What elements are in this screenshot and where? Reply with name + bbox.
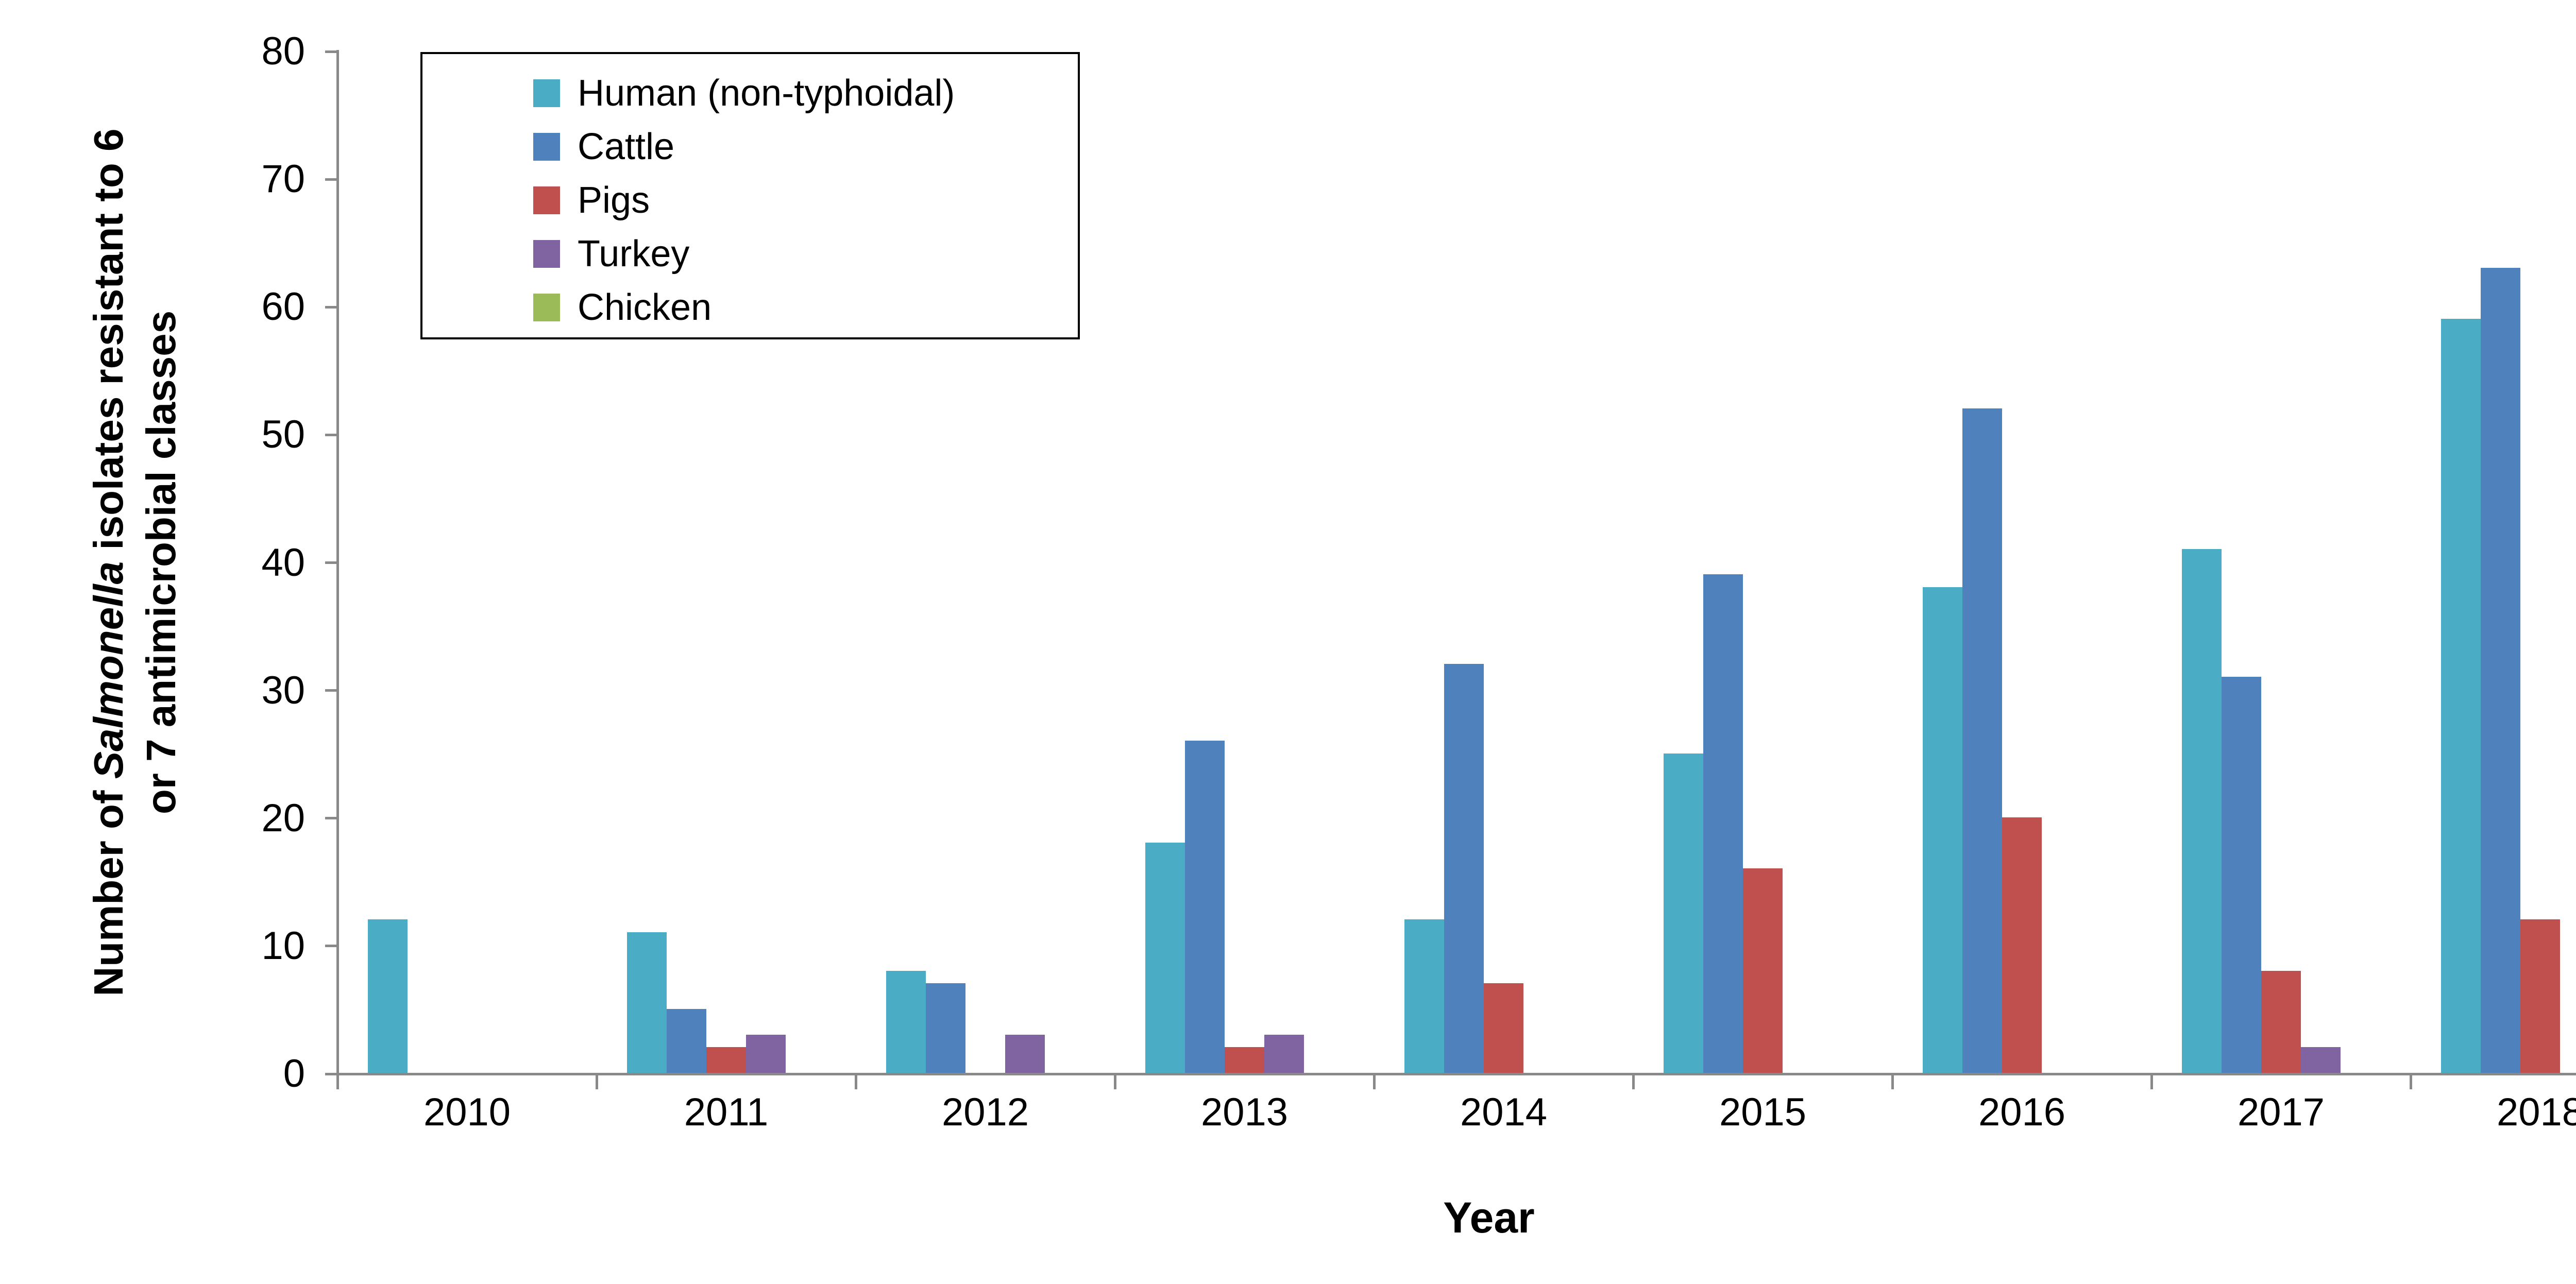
bar-turkey-2017	[2301, 1047, 2341, 1073]
x-tick-label-2018: 2018	[2496, 1090, 2576, 1134]
x-axis-title: Year	[1443, 1193, 1535, 1242]
x-tick-label-2015: 2015	[1719, 1090, 1807, 1134]
bar-pigs-2011	[706, 1047, 746, 1073]
x-tick-mark	[1114, 1074, 1116, 1089]
x-tick-mark	[1891, 1074, 1894, 1089]
x-tick-mark	[2410, 1074, 2412, 1089]
y-tick-label: 50	[261, 413, 305, 457]
bar-pigs-2013	[1225, 1047, 1264, 1073]
legend-item-human-non-typhoidal: Human (non-typhoidal)	[422, 66, 1078, 120]
y-axis-title-text: Number of	[86, 779, 131, 997]
y-tick-label: 30	[261, 668, 305, 712]
bar-cattle-2014	[1444, 664, 1484, 1073]
bar-turkey-2012	[1005, 1034, 1045, 1073]
y-tick-mark	[325, 945, 338, 948]
legend-item-pigs: Pigs	[422, 174, 1078, 227]
bar-human-non-typhoidal-2016	[1923, 587, 1962, 1073]
y-tick-label: 10	[261, 923, 305, 968]
bar-human-non-typhoidal-2013	[1145, 843, 1185, 1073]
bar-human-non-typhoidal-2010	[368, 919, 408, 1073]
x-tick-label-2010: 2010	[423, 1090, 511, 1134]
bar-cattle-2016	[1962, 408, 2002, 1073]
x-axis-line	[325, 1073, 2576, 1075]
x-tick-mark	[336, 1074, 339, 1089]
x-tick-mark	[2150, 1074, 2153, 1089]
x-tick-label-2013: 2013	[1200, 1090, 1289, 1134]
bar-human-non-typhoidal-2017	[2182, 549, 2222, 1073]
y-axis-line	[336, 50, 339, 1089]
legend-label: Chicken	[578, 287, 712, 328]
bar-human-non-typhoidal-2014	[1404, 919, 1444, 1073]
legend-label: Cattle	[578, 126, 675, 167]
y-tick-mark	[325, 433, 338, 436]
bar-pigs-2016	[2002, 817, 2042, 1073]
bar-pigs-2015	[1743, 868, 1783, 1073]
bar-cattle-2011	[667, 1008, 706, 1073]
y-tick-mark	[325, 178, 338, 181]
y-axis-title: Number of Salmonella isolates resistant …	[82, 0, 196, 1155]
legend-swatch-icon	[533, 133, 560, 161]
y-tick-label: 70	[261, 157, 305, 201]
bar-human-non-typhoidal-2015	[1664, 753, 1703, 1073]
x-tick-mark	[596, 1074, 598, 1089]
y-tick-mark	[325, 689, 338, 692]
legend-item-turkey: Turkey	[422, 227, 1078, 281]
legend-label: Pigs	[578, 180, 650, 221]
bar-pigs-2014	[1484, 983, 1523, 1073]
y-tick-mark	[325, 50, 338, 53]
bar-cattle-2015	[1703, 574, 1743, 1073]
x-tick-mark	[855, 1074, 857, 1089]
y-axis-title-italic-word: Salmonella	[86, 561, 131, 779]
x-tick-label-2014: 2014	[1460, 1090, 1548, 1134]
x-tick-label-2017: 2017	[2237, 1090, 2325, 1134]
x-tick-label-2012: 2012	[941, 1090, 1029, 1134]
x-tick-label-2011: 2011	[684, 1090, 769, 1134]
y-tick-label: 60	[261, 285, 305, 329]
y-tick-label: 80	[261, 29, 305, 73]
legend-item-cattle: Cattle	[422, 120, 1078, 174]
y-tick-mark	[325, 561, 338, 564]
x-tick-label-2016: 2016	[1978, 1090, 2066, 1134]
bar-turkey-2013	[1264, 1034, 1304, 1073]
bar-human-non-typhoidal-2011	[627, 932, 667, 1073]
bar-cattle-2012	[926, 983, 965, 1073]
y-axis-title-line2: or 7 antimicrobial classes	[138, 310, 184, 815]
y-tick-label: 20	[261, 796, 305, 840]
x-tick-mark	[1373, 1074, 1376, 1089]
legend-swatch-icon	[533, 240, 560, 268]
legend-label: Turkey	[578, 233, 690, 275]
y-axis-title-line1: Number of Salmonella isolates resistant …	[82, 0, 135, 1155]
y-axis-title-text: isolates resistant to 6	[86, 128, 131, 561]
legend-label: Human (non-typhoidal)	[578, 73, 955, 114]
bar-cattle-2017	[2222, 676, 2261, 1073]
legend-swatch-icon	[533, 186, 560, 214]
legend-swatch-icon	[533, 294, 560, 321]
bar-human-non-typhoidal-2012	[886, 970, 926, 1073]
legend-item-chicken: Chicken	[422, 281, 1078, 334]
bar-pigs-2018	[2520, 919, 2560, 1073]
y-tick-label: 0	[283, 1052, 305, 1095]
bar-turkey-2011	[746, 1034, 786, 1073]
bar-cattle-2018	[2481, 267, 2520, 1073]
y-tick-label: 40	[261, 540, 305, 585]
y-tick-mark	[325, 305, 338, 309]
bar-human-non-typhoidal-2018	[2441, 319, 2481, 1073]
y-tick-mark	[325, 817, 338, 820]
x-tick-mark	[1632, 1074, 1635, 1089]
bar-pigs-2017	[2261, 970, 2301, 1073]
legend: Human (non-typhoidal) Cattle Pigs Turkey Chi…	[420, 52, 1080, 339]
legend-swatch-icon	[533, 79, 560, 107]
bar-cattle-2013	[1185, 740, 1225, 1073]
